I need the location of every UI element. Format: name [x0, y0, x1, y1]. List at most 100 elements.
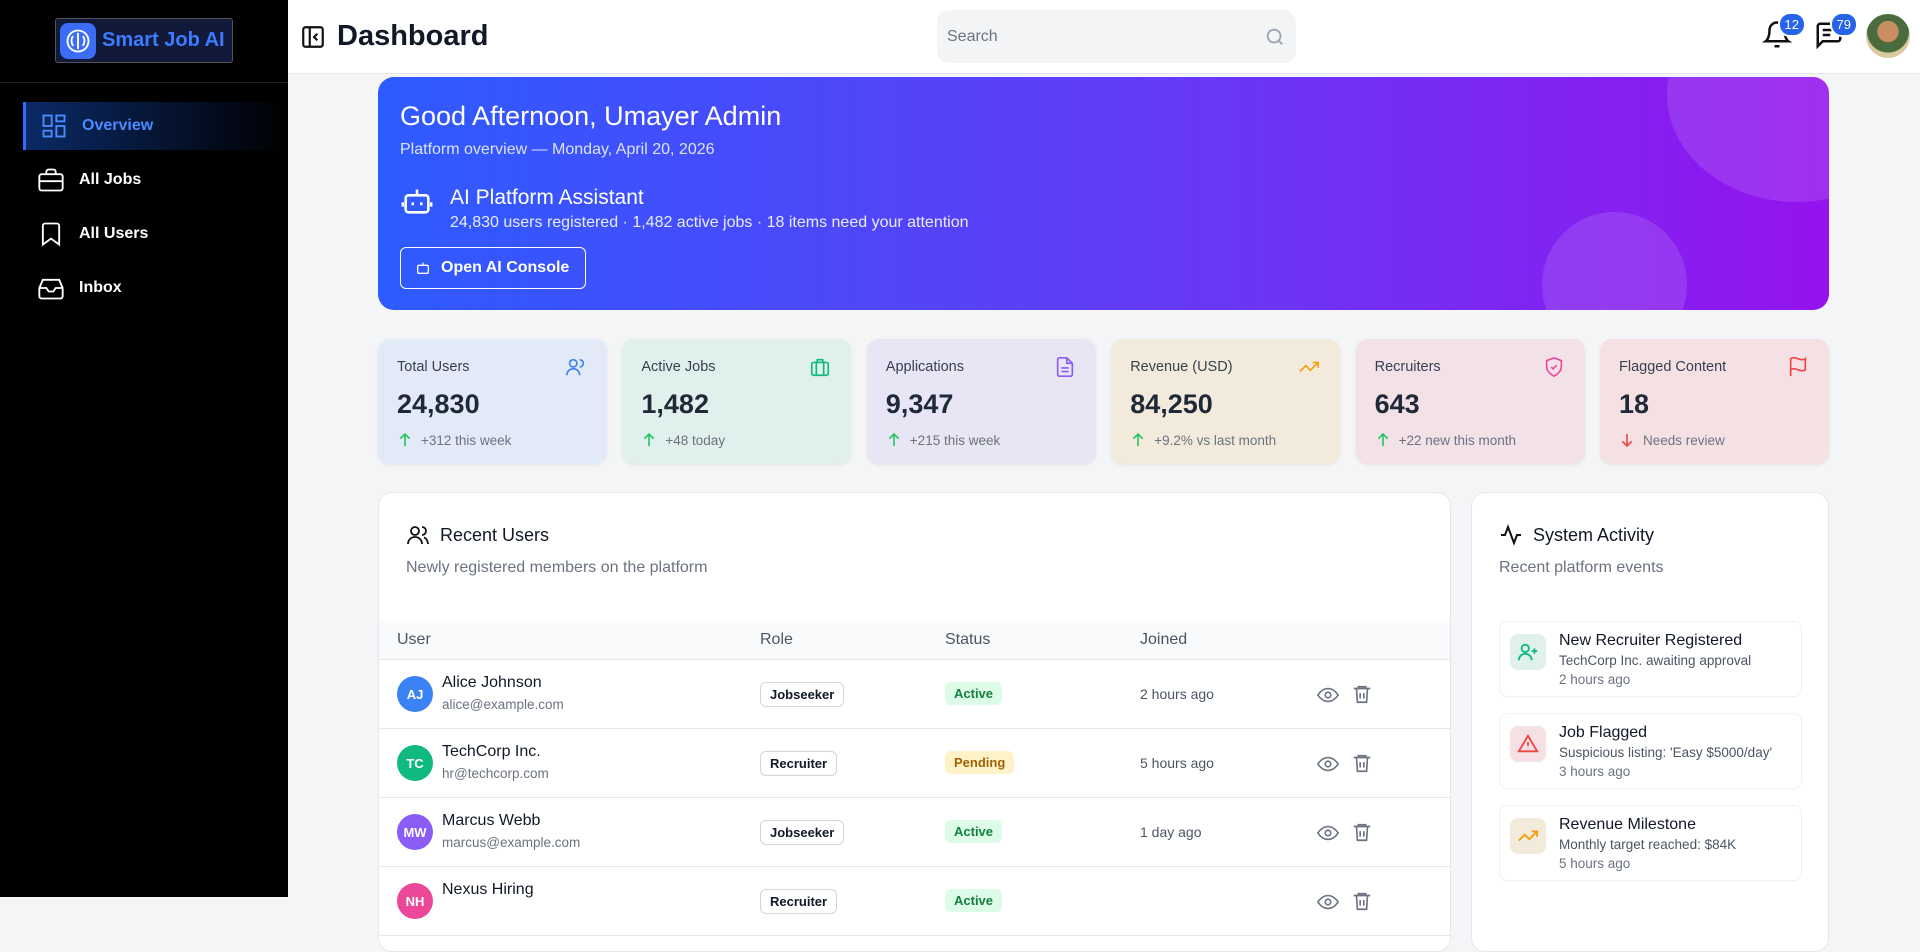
badge: 12: [1777, 12, 1806, 37]
column-header: Joined: [1140, 631, 1188, 648]
stat-card: Applications 9,347 +215 this week: [866, 339, 1096, 464]
table-header: User Role Status Joined: [379, 621, 1450, 660]
user-initials: MW: [397, 814, 433, 850]
stat-card: Recruiters 643 +22 new this month: [1355, 339, 1585, 464]
assistant-title: AI Platform Assistant: [450, 186, 644, 209]
stat-label: Active Jobs: [641, 359, 716, 375]
change-text: Needs review: [1643, 432, 1725, 448]
stat-icon: [1545, 356, 1562, 378]
stat-change: +9.2% vs last month: [1130, 431, 1276, 449]
greeting: Good Afternoon, Umayer Admin: [400, 101, 782, 131]
welcome-banner: Good Afternoon, Umayer Admin Platform ov…: [378, 77, 1829, 310]
stat-icon: [1789, 356, 1807, 377]
stat-label: Revenue (USD): [1130, 359, 1233, 375]
status-pill: Active: [945, 820, 1003, 843]
messages[interactable]: 79: [1814, 12, 1858, 55]
robot-icon: [401, 189, 433, 214]
table-row: MW Marcus Webb marcus@example.com Jobseeker…: [379, 798, 1450, 867]
nav-label: Overview: [82, 117, 154, 134]
nav-item[interactable]: Overview: [23, 102, 288, 150]
stat-icon: [811, 358, 830, 377]
collapse-icon[interactable]: [300, 24, 326, 50]
search[interactable]: Search: [937, 10, 1296, 63]
brand-logo: [60, 22, 96, 59]
stat-card: Total Users 24,830 +312 this week: [378, 339, 607, 464]
stat-icon: [1056, 357, 1073, 377]
change-text: +9.2% vs last month: [1154, 432, 1277, 448]
delete-button[interactable]: [1351, 752, 1373, 774]
nav-item[interactable]: All Jobs: [23, 156, 288, 204]
delete-button[interactable]: [1351, 821, 1373, 843]
notifications[interactable]: 12: [1761, 12, 1806, 55]
activity-detail: TechCorp Inc. awaiting approval: [1559, 653, 1752, 668]
user-email: hr@techcorp.com: [442, 766, 549, 781]
status-pill: Active: [945, 682, 1003, 705]
column-header: Role: [760, 631, 793, 648]
stat-value: 24,830: [397, 389, 480, 419]
user-email: alice@example.com: [442, 697, 564, 712]
stat-value: 1,482: [641, 389, 709, 419]
panel-subtitle: Newly registered members on the platform: [406, 559, 708, 576]
brand-name: Smart Job AI: [102, 29, 225, 51]
view-button[interactable]: [1317, 891, 1339, 913]
role-pill: Jobseeker: [760, 682, 845, 707]
role-pill: Recruiter: [760, 751, 838, 776]
joined: 2 hours ago: [1140, 686, 1214, 702]
badge: 79: [1829, 12, 1858, 37]
user-name: TechCorp Inc.: [442, 743, 541, 760]
user-initials: NH: [397, 883, 433, 919]
recent-users: Recent Users Newly registered members on…: [378, 492, 1451, 952]
delete-button[interactable]: [1351, 890, 1373, 912]
activity-time: 5 hours ago: [1559, 856, 1631, 871]
header: Dashboard Search 12 79: [288, 0, 1920, 74]
title-text: Recent Users: [440, 524, 550, 545]
stat-card: Active Jobs 1,482 +48 today: [622, 339, 852, 464]
column-header: Status: [945, 631, 991, 648]
stat-value: 18: [1619, 389, 1650, 419]
view-button[interactable]: [1317, 753, 1339, 775]
user-name: Alice Johnson: [442, 674, 542, 691]
table-row: TC TechCorp Inc. hr@techcorp.com Recruiter P…: [379, 729, 1450, 798]
activity-time: 3 hours ago: [1559, 764, 1631, 779]
stat-value: 84,250: [1130, 389, 1213, 419]
delete-button[interactable]: [1351, 683, 1373, 705]
stat-change: +22 new this month: [1375, 431, 1516, 449]
user-name: Marcus Webb: [442, 812, 541, 829]
change-text: +312 this week: [421, 432, 512, 448]
avatar[interactable]: [1866, 14, 1910, 58]
ai-console-button[interactable]: Open AI Console: [400, 247, 587, 289]
view-button[interactable]: [1317, 684, 1339, 706]
user-name: Nexus Hiring: [442, 881, 534, 898]
table-row: AJ Alice Johnson alice@example.com Jobseeke…: [379, 660, 1450, 729]
status-pill: Pending: [945, 751, 1015, 774]
activity-detail: Monthly target reached: $84K: [1559, 837, 1737, 852]
stat-label: Applications: [885, 359, 964, 375]
nav-label: Inbox: [79, 279, 122, 296]
brand[interactable]: Smart Job AI: [55, 18, 233, 63]
nav-item[interactable]: All Users: [23, 210, 288, 258]
panel-title: Recent Users: [406, 523, 549, 547]
stat-card: Flagged Content 18 Needs review: [1600, 339, 1829, 464]
nav-item[interactable]: Inbox: [23, 264, 288, 312]
stat-value: 9,347: [885, 389, 954, 419]
view-button[interactable]: [1317, 822, 1339, 844]
column-header: User: [397, 631, 431, 648]
change-text: +215 this week: [909, 432, 1001, 448]
activity-icon: [1510, 726, 1546, 762]
stat-label: Flagged Content: [1619, 359, 1727, 375]
title-text: System Activity: [1533, 524, 1655, 545]
system-activity: System Activity Recent platform events N…: [1471, 492, 1829, 952]
activity-title: New Recruiter Registered: [1559, 632, 1743, 649]
activity-icon: [1510, 634, 1546, 670]
stat-label: Total Users: [397, 359, 470, 375]
activity-title: Revenue Milestone: [1559, 816, 1696, 833]
table-row: NH Nexus Hiring Recruiter Active: [379, 867, 1450, 936]
stat-card: Revenue (USD) 84,250 +9.2% vs last month: [1111, 339, 1341, 464]
activity-title: Job Flagged: [1559, 724, 1648, 741]
joined: 5 hours ago: [1140, 755, 1214, 771]
status-pill: Active: [945, 889, 1003, 912]
stat-icon: [1299, 361, 1320, 373]
panel-subtitle: Recent platform events: [1499, 559, 1664, 576]
stat-value: 643: [1374, 389, 1420, 419]
